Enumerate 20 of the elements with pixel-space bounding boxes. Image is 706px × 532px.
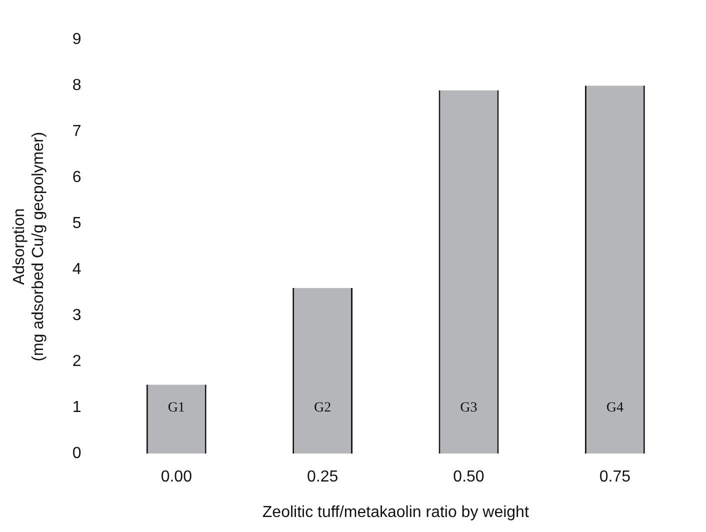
annotation: G3 (460, 400, 478, 416)
y-tick-label: 6 (72, 169, 82, 186)
y-tick-label: 3 (72, 307, 82, 324)
y-tick-label: 4 (72, 261, 82, 278)
x-axis-title: Zeolitic tuff/metakaolin ratio by weight (262, 504, 530, 521)
y-tick-label: 8 (72, 77, 82, 94)
y-tick-label: 1 (72, 399, 82, 416)
annotation: G4 (606, 400, 624, 416)
y-tick-label: 2 (72, 353, 82, 370)
x-tick-label: 0.25 (306, 468, 338, 486)
x-tick-label: 0.00 (160, 468, 192, 486)
annotation: G1 (168, 400, 185, 416)
y-tick-label: 5 (72, 215, 82, 232)
x-tick-label: 0.75 (599, 468, 631, 486)
y-tick-label: 0 (72, 445, 82, 462)
y-tick-label: 9 (72, 31, 82, 48)
x-tick-label: 0.50 (453, 468, 484, 486)
y-tick-label: 7 (72, 123, 82, 140)
annotation: G2 (314, 400, 332, 416)
y-axis-title: Adsorption (mg adsorbed Cu/g gecpolymer) (11, 132, 48, 362)
